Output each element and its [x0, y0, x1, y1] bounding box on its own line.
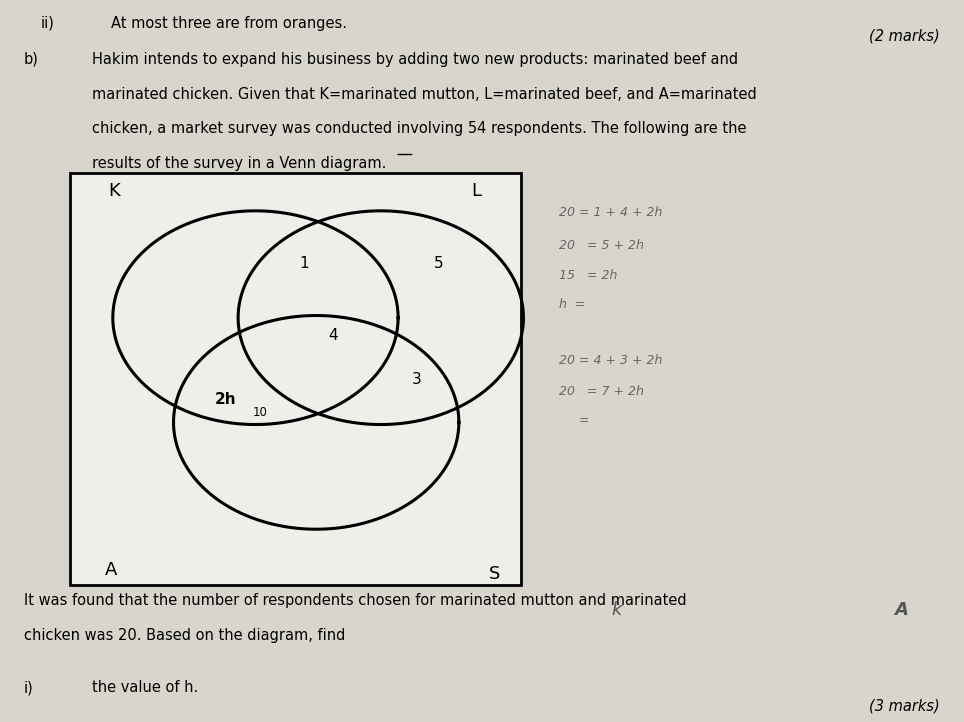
Text: 3: 3 [412, 372, 421, 386]
Text: 2h: 2h [215, 392, 236, 406]
Text: results of the survey in a Venn diagram.: results of the survey in a Venn diagram. [92, 156, 386, 171]
Text: At most three are from oranges.: At most three are from oranges. [111, 16, 347, 31]
Text: 10: 10 [253, 406, 268, 419]
Text: 1: 1 [299, 256, 308, 271]
Text: S: S [489, 565, 500, 583]
FancyBboxPatch shape [70, 173, 521, 585]
Text: Hakim intends to expand his business by adding two new products: marinated beef : Hakim intends to expand his business by … [92, 52, 737, 67]
Text: A: A [895, 601, 908, 619]
Text: 15   = 2h: 15 = 2h [559, 269, 618, 282]
Text: marinated chicken. Given that K=marinated mutton, L=marinated beef, and A=marina: marinated chicken. Given that K=marinate… [92, 87, 757, 102]
Text: It was found that the number of respondents chosen for marinated mutton and mari: It was found that the number of responde… [24, 593, 686, 609]
Text: A: A [105, 562, 117, 579]
Text: 5: 5 [434, 256, 443, 271]
Text: 20   = 7 + 2h: 20 = 7 + 2h [559, 385, 644, 398]
Text: (2 marks): (2 marks) [870, 29, 940, 44]
Text: k: k [612, 601, 622, 619]
Text: b): b) [24, 52, 39, 67]
Text: the value of h.: the value of h. [92, 680, 198, 695]
Text: i): i) [24, 680, 34, 695]
Text: 4: 4 [329, 329, 338, 343]
Text: 20 = 1 + 4 + 2h: 20 = 1 + 4 + 2h [559, 206, 662, 219]
Text: =: = [559, 414, 590, 427]
Text: chicken was 20. Based on the diagram, find: chicken was 20. Based on the diagram, fi… [24, 628, 345, 643]
Text: (3 marks): (3 marks) [870, 698, 940, 713]
Text: ii): ii) [40, 16, 54, 31]
Text: 20   = 5 + 2h: 20 = 5 + 2h [559, 239, 644, 252]
Text: h  =: h = [559, 298, 585, 311]
Text: 20 = 4 + 3 + 2h: 20 = 4 + 3 + 2h [559, 355, 662, 367]
Text: K: K [108, 183, 120, 200]
Text: chicken, a market survey was conducted involving 54 respondents. The following a: chicken, a market survey was conducted i… [92, 121, 746, 136]
Text: L: L [471, 183, 481, 200]
